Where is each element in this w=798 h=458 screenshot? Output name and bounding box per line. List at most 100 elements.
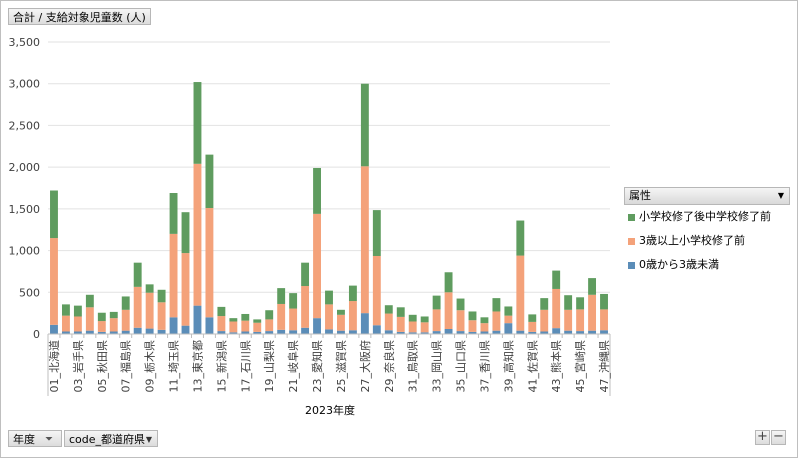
bar-segment bbox=[516, 330, 525, 334]
legend-label: 小学校修了後中学校修了前 bbox=[639, 210, 771, 223]
bar-segment bbox=[600, 293, 608, 310]
bar-segment bbox=[205, 317, 214, 334]
collapse-button[interactable]: − bbox=[771, 430, 786, 445]
x-tick-label: 35_山口県 bbox=[455, 340, 468, 393]
x-tick-label: 41_佐賀県 bbox=[525, 340, 539, 393]
chevron-down-icon: ▼ bbox=[777, 191, 784, 200]
bar-segment bbox=[325, 329, 333, 334]
bar-segment bbox=[516, 255, 525, 331]
bar-segment bbox=[97, 331, 106, 334]
x-tick-label: 33_岡山県 bbox=[431, 340, 444, 393]
y-tick-label: 1,500 bbox=[9, 203, 41, 216]
legend-label: 0歳から3歳未満 bbox=[639, 258, 719, 271]
bar-segment bbox=[73, 305, 82, 317]
bar-segment bbox=[444, 292, 453, 329]
value-field-label: 合計 / 支給対象児童数 (人) bbox=[13, 11, 146, 24]
legend-field-button[interactable]: 属性 ▼ bbox=[624, 187, 790, 205]
bar-segment bbox=[241, 331, 250, 334]
bar-segment bbox=[301, 327, 310, 334]
bar-segment bbox=[372, 325, 381, 334]
x-tick-label: 13_東京都 bbox=[190, 340, 204, 393]
bar-segment bbox=[301, 286, 310, 328]
x-tick-label: 29_奈良県 bbox=[382, 340, 396, 393]
bar-segment bbox=[420, 322, 429, 333]
bar-segment bbox=[61, 304, 70, 316]
bar-segment bbox=[396, 316, 405, 332]
legend-swatch-icon bbox=[628, 237, 635, 245]
bar-segment bbox=[229, 318, 238, 322]
value-field-button[interactable]: 合計 / 支給対象児童数 (人) bbox=[8, 8, 151, 25]
year-filter-button[interactable]: 年度 ⏷ bbox=[8, 430, 62, 447]
bar-segment bbox=[468, 320, 477, 332]
bar-segment bbox=[121, 309, 130, 331]
bar-segment bbox=[528, 314, 537, 322]
bar-segment bbox=[540, 309, 549, 332]
bar-segment bbox=[85, 294, 94, 308]
bar-segment bbox=[420, 316, 429, 323]
axis-field-button[interactable]: code_都道府県 ▼ bbox=[64, 430, 158, 447]
year-filter-label: 年度 bbox=[13, 433, 35, 446]
bar-segment bbox=[576, 309, 585, 332]
x-tick-label: 19_山梨県 bbox=[262, 340, 276, 393]
x-tick-label: 17_石川県 bbox=[239, 340, 252, 393]
y-tick-label: 1,000 bbox=[9, 245, 41, 258]
bar-segment bbox=[193, 163, 202, 306]
y-tick-label: 3,000 bbox=[9, 78, 41, 91]
bar-segment bbox=[504, 315, 513, 324]
bar-segment bbox=[109, 331, 118, 334]
bar-segment bbox=[552, 328, 561, 334]
bar-segment bbox=[229, 332, 238, 334]
bar-segment bbox=[205, 154, 214, 209]
bar-segment bbox=[193, 82, 202, 164]
bar-segment bbox=[289, 308, 298, 331]
bar-segment bbox=[588, 330, 597, 334]
bar-segment bbox=[468, 311, 477, 321]
bar-segment bbox=[408, 321, 417, 333]
expand-button[interactable]: + bbox=[755, 430, 770, 445]
x-axis-group-label: 2023年度 bbox=[305, 403, 355, 417]
bar-segment bbox=[157, 329, 166, 334]
bar-segment bbox=[384, 313, 393, 331]
bar-segment bbox=[277, 329, 286, 334]
bar-segment bbox=[301, 262, 310, 287]
bar-segment bbox=[145, 284, 154, 293]
x-tick-label: 09_栃木県 bbox=[143, 340, 157, 393]
bar-segment bbox=[384, 330, 393, 334]
legend-item-under3: 0歳から3歳未満 bbox=[628, 256, 719, 272]
bar-segment bbox=[133, 286, 142, 328]
bar-segment bbox=[253, 322, 262, 332]
bar-segment bbox=[253, 319, 262, 323]
plus-icon: + bbox=[757, 429, 768, 444]
bar-segment bbox=[444, 272, 453, 293]
bar-segment bbox=[85, 307, 94, 331]
bar-segment bbox=[73, 316, 82, 332]
bar-segment bbox=[528, 331, 537, 334]
x-tick-label: 45_宮崎県 bbox=[573, 340, 587, 393]
bar-segment bbox=[277, 288, 286, 304]
bar-segment bbox=[444, 328, 453, 334]
bar-segment bbox=[348, 301, 357, 331]
bar-segment bbox=[600, 309, 608, 331]
bar-segment bbox=[348, 285, 357, 302]
bar-segment bbox=[169, 193, 178, 234]
bar-segment bbox=[241, 320, 250, 332]
bar-segment bbox=[480, 317, 489, 324]
legend-item-age3-to-primary: 3歳以上小学校修了前 bbox=[628, 232, 745, 248]
axis-field-label: code_都道府県 bbox=[69, 433, 146, 446]
bar-segment bbox=[337, 309, 345, 315]
grid-lines bbox=[48, 41, 610, 335]
y-axis-tick-labels: 0 500 1,000 1,500 2,000 2,500 3,000 3,500 bbox=[9, 36, 41, 341]
legend-swatch-icon bbox=[628, 261, 635, 269]
bar-segment bbox=[157, 289, 166, 303]
y-tick-label: 2,500 bbox=[9, 119, 41, 132]
bar-series bbox=[50, 82, 608, 334]
bar-segment bbox=[552, 270, 561, 289]
bar-segment bbox=[420, 332, 429, 334]
bar-segment bbox=[432, 309, 441, 332]
bar-segment bbox=[504, 306, 513, 316]
bar-segment bbox=[169, 233, 178, 318]
bar-segment bbox=[337, 330, 345, 334]
bar-segment bbox=[480, 323, 489, 332]
bar-segment bbox=[145, 328, 154, 334]
bar-segment bbox=[432, 295, 441, 310]
